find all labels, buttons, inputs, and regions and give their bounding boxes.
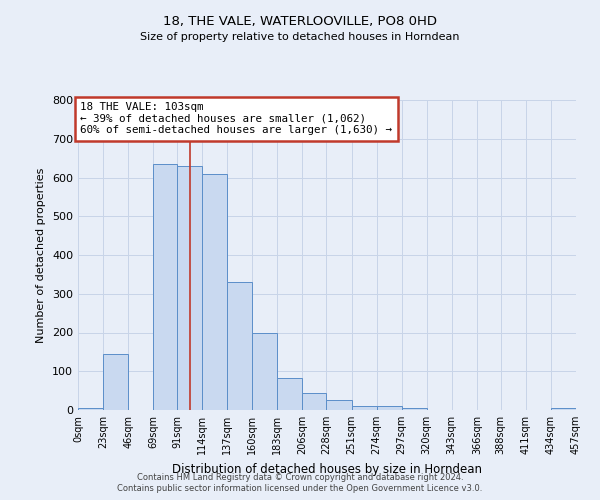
Text: 18, THE VALE, WATERLOOVILLE, PO8 0HD: 18, THE VALE, WATERLOOVILLE, PO8 0HD (163, 15, 437, 28)
Bar (277, 378, 302, 410)
Text: Size of property relative to detached houses in Horndean: Size of property relative to detached ho… (140, 32, 460, 42)
Bar (153, 164, 177, 410)
Bar (202, 174, 227, 410)
Bar (352, 406, 377, 410)
Bar (253, 332, 277, 410)
Bar (401, 408, 427, 410)
X-axis label: Distribution of detached houses by size in Horndean: Distribution of detached houses by size … (172, 462, 482, 475)
Bar (302, 392, 326, 410)
Text: 18 THE VALE: 103sqm
← 39% of detached houses are smaller (1,062)
60% of semi-det: 18 THE VALE: 103sqm ← 39% of detached ho… (80, 102, 392, 135)
Bar (177, 166, 202, 410)
Y-axis label: Number of detached properties: Number of detached properties (37, 168, 46, 342)
Bar (551, 408, 576, 410)
Bar (227, 282, 253, 410)
Text: Contains public sector information licensed under the Open Government Licence v3: Contains public sector information licen… (118, 484, 482, 493)
Text: Contains HM Land Registry data © Crown copyright and database right 2024.: Contains HM Land Registry data © Crown c… (137, 472, 463, 482)
Bar (103, 354, 128, 410)
Bar (377, 406, 401, 410)
Bar (326, 400, 352, 410)
Bar (78, 408, 103, 410)
